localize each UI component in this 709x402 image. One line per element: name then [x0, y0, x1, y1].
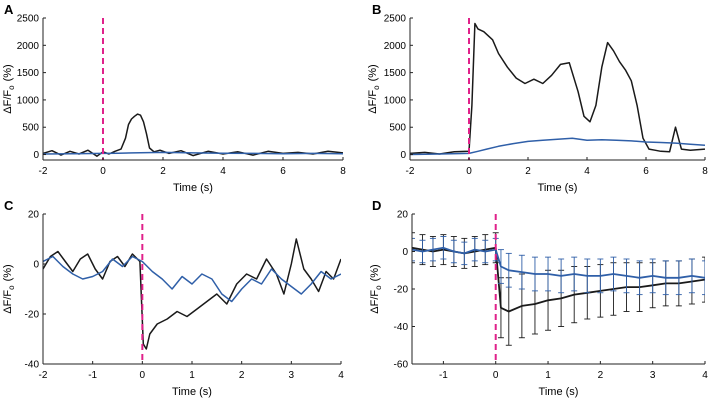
- x-tick-label: 2: [525, 166, 531, 177]
- x-tick-label: -2: [39, 166, 48, 177]
- panel-label: D: [372, 198, 381, 213]
- plot-area: [43, 113, 343, 157]
- y-axis-label: ΔF/Fo (%): [2, 64, 16, 113]
- y-label-main: ΔF/F: [2, 290, 14, 314]
- y-tick-label: 0: [33, 150, 39, 161]
- y-tick-label: 2000: [384, 41, 407, 52]
- y-label-main: ΔF/F: [367, 90, 379, 114]
- y-tick-label: -60: [394, 360, 409, 371]
- panel-d: D -1 0 1 2 3 4 -60 -40 -20 0 20 Time (s) ΔF/Fo (%): [369, 198, 708, 398]
- black-trace: [410, 22, 705, 155]
- y-tick-label: 2500: [384, 14, 407, 25]
- y-tick-label: 2500: [17, 14, 40, 25]
- plot-area: [412, 232, 705, 346]
- y-tick-label: 1500: [17, 68, 40, 79]
- y-axis-label: ΔF/Fo (%): [2, 264, 16, 313]
- x-axis-label: Time (s): [539, 386, 579, 398]
- y-tick-label: 500: [22, 123, 39, 134]
- y-tick-label: -20: [394, 285, 409, 296]
- panel-c: C -2 -1 0 1 2 3 4 -40 -20 0 20 Time (s) ΔF/Fo (%): [2, 198, 344, 398]
- x-tick-label: 0: [100, 166, 106, 177]
- plot-area: [410, 22, 705, 156]
- x-tick-label: -1: [439, 370, 448, 381]
- x-tick-label: 0: [466, 166, 472, 177]
- x-axis-label: Time (s): [538, 182, 578, 194]
- x-tick-label: -2: [39, 370, 48, 381]
- y-label-sub: o: [7, 85, 16, 90]
- y-axis-label: ΔF/Fo (%): [367, 64, 381, 113]
- y-label-unit: (%): [369, 264, 381, 281]
- x-tick-label: 2: [160, 166, 166, 177]
- x-tick-label: 4: [338, 370, 344, 381]
- y-tick-label: 1500: [384, 68, 407, 79]
- x-tick-label: 1: [189, 370, 195, 381]
- x-tick-label: 0: [140, 370, 146, 381]
- y-tick-label: 20: [28, 210, 40, 221]
- black-trace: [43, 113, 343, 157]
- x-tick-label: 8: [702, 166, 708, 177]
- y-label-main: ΔF/F: [2, 90, 14, 114]
- y-label-unit: (%): [2, 264, 14, 281]
- y-axis-label: ΔF/Fo (%): [369, 264, 383, 313]
- x-tick-label: 6: [643, 166, 649, 177]
- x-tick-label: 4: [702, 370, 708, 381]
- y-tick-label: 1000: [384, 95, 407, 106]
- x-tick-label: 6: [280, 166, 286, 177]
- y-tick-label: 0: [400, 150, 406, 161]
- y-tick-label: 500: [389, 123, 406, 134]
- y-tick-label: 0: [402, 247, 408, 258]
- y-tick-label: 20: [397, 210, 409, 221]
- y-tick-label: 0: [33, 260, 39, 271]
- x-tick-label: 3: [289, 370, 295, 381]
- panel-label: B: [372, 2, 381, 17]
- x-tick-label: 2: [239, 370, 245, 381]
- y-tick-label: -40: [394, 322, 409, 333]
- y-tick-label: 2000: [17, 41, 40, 52]
- y-label-main: ΔF/F: [369, 290, 381, 314]
- x-axis-label: Time (s): [172, 386, 212, 398]
- blue-trace: [410, 137, 705, 156]
- black-trace: [412, 246, 705, 313]
- x-tick-label: 2: [598, 370, 604, 381]
- y-tick-label: -20: [25, 310, 40, 321]
- black-trace: [43, 238, 341, 350]
- y-tick-label: 1000: [17, 95, 40, 106]
- x-tick-label: 3: [650, 370, 656, 381]
- x-axis-label: Time (s): [173, 182, 213, 194]
- y-tick-label: -40: [25, 360, 40, 371]
- y-label-unit: (%): [2, 64, 14, 81]
- y-label-sub: o: [7, 285, 16, 290]
- x-tick-label: -1: [88, 370, 97, 381]
- panel-label: A: [4, 2, 14, 17]
- x-tick-label: 4: [584, 166, 590, 177]
- panel-label: C: [4, 198, 14, 213]
- y-label-sub: o: [372, 85, 381, 90]
- y-label-sub: o: [374, 285, 383, 290]
- plot-area: [43, 238, 341, 350]
- blue-trace: [412, 246, 705, 279]
- x-tick-label: 4: [220, 166, 226, 177]
- y-label-unit: (%): [367, 64, 379, 81]
- x-tick-label: 1: [545, 370, 551, 381]
- x-tick-label: -2: [406, 166, 415, 177]
- blue-trace: [43, 255, 341, 303]
- x-tick-label: 8: [340, 166, 346, 177]
- x-tick-label: 0: [493, 370, 499, 381]
